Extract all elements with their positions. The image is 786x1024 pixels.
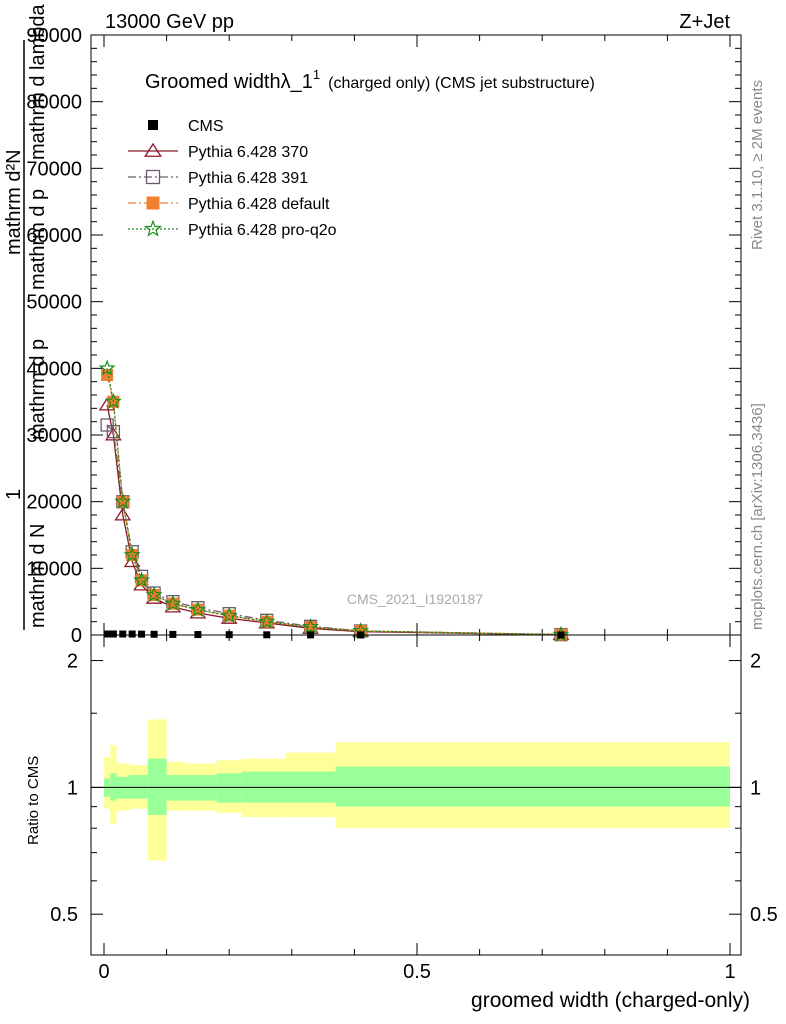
series-cms [103, 630, 565, 639]
chart-title-suffix: (charged only) (CMS jet substructure) [328, 75, 595, 92]
legend: CMS Pythia 6.428 370 Pythia 6.428 391 Pythi… [128, 118, 337, 239]
legend-marker [144, 142, 162, 157]
main-ytick-label: 80000 [26, 92, 82, 114]
data-point [104, 392, 122, 409]
ratio-ylabel: Ratio to CMS [25, 756, 42, 845]
header-energy: 13000 GeV pp [105, 11, 234, 33]
ratio-bands [91, 719, 741, 861]
chart-title-sup: 1 [313, 67, 320, 82]
data-point [133, 571, 151, 588]
data-point [98, 359, 116, 376]
ratio-xtick-label: 0 [98, 961, 109, 983]
ylabel-denominator-3: mathrm d p [27, 189, 49, 290]
watermark: CMS_2021_I1920187 [347, 591, 483, 607]
ratio-band-inner [129, 774, 148, 799]
chart-title-main: Groomed width [145, 71, 281, 93]
ratio-ytick-label-right: 1 [750, 777, 761, 799]
ratio-ytick-label-right: 2 [750, 651, 761, 673]
chart-title-symbol: λ_1 [281, 71, 313, 93]
legend-marker [148, 120, 158, 130]
data-point [106, 425, 121, 439]
main-ytick-label: 50000 [26, 292, 82, 314]
legend-label: CMS [188, 118, 224, 135]
data-point [123, 546, 141, 563]
legend-marker [145, 169, 161, 185]
ratio-ytick-label: 2 [67, 651, 78, 673]
ratio-band-inner [385, 766, 730, 807]
legend-marker [146, 196, 160, 210]
data-point [220, 606, 238, 623]
ylabel-denominator-4: mathrm d lambda [27, 4, 49, 160]
main-ytick-label: 40000 [26, 358, 82, 380]
ratio-ytick-label-right: 0.5 [750, 904, 778, 926]
data-point [164, 594, 182, 611]
main-panel: 0 10000 20000 30000 40000 50000 60000 70000 8000… [26, 25, 742, 647]
ratio-band-inner [216, 773, 242, 803]
legend-label: Pythia 6.428 370 [188, 144, 308, 161]
ratio-band-inner [335, 766, 386, 807]
ratio-panel: 0.5 0.5 1 1 2 2 0 0.5 1 Ratio to CMS groomed wid… [25, 634, 778, 1012]
ylabel-numerator: mathrm d²N [3, 149, 25, 255]
rivet-version-label: Rivet 3.1.10, ≥ 2M events [749, 80, 766, 250]
ratio-xtick-label: 1 [724, 961, 735, 983]
header-process: Z+Jet [679, 11, 730, 33]
ratio-xtick-label: 0.5 [403, 961, 431, 983]
ratio-axis-ticks: 0.5 0.5 1 1 2 2 0 0.5 1 [50, 635, 778, 983]
legend-label: Pythia 6.428 default [188, 196, 330, 213]
data-point [109, 630, 117, 638]
ratio-ytick-label: 1 [67, 777, 78, 799]
main-ytick-label: 20000 [26, 492, 82, 514]
data-point [128, 630, 136, 638]
ratio-band-inner [147, 758, 167, 815]
data-point [103, 630, 111, 638]
legend-marker [143, 219, 163, 237]
data-point [145, 586, 163, 603]
series-line [106, 368, 562, 636]
data-point [119, 630, 127, 638]
x-axis-label: groomed width (charged-only) [471, 989, 750, 1012]
chart-title: Groomed widthλ_11 (charged only) (CMS jet… [145, 67, 595, 93]
main-axis-ticks: 0 10000 20000 30000 40000 50000 60000 70000 8000… [26, 25, 741, 647]
data-point [150, 630, 158, 638]
data-point [114, 507, 132, 521]
mcplots-label: mcplots.cern.ch [arXiv:1306.3436] [749, 403, 766, 630]
ylabel-denominator-1: mathrm d N [27, 524, 49, 628]
data-point [302, 618, 320, 635]
ratio-ytick-label: 0.5 [50, 904, 78, 926]
main-ytick-label: 30000 [26, 425, 82, 447]
data-point [114, 492, 132, 509]
main-ytick-label: 70000 [26, 158, 82, 180]
main-ylabel: 1 mathrm d N mathrm d p mathrm d²N mathr… [3, 4, 49, 630]
data-point [169, 630, 177, 638]
ratio-frame [90, 634, 742, 956]
main-ytick-label: 0 [71, 625, 82, 647]
main-series-group [98, 359, 570, 642]
data-point [189, 600, 207, 617]
ylabel-one: 1 [3, 489, 25, 500]
legend-label: Pythia 6.428 pro-q2o [188, 222, 337, 239]
legend-label: Pythia 6.428 391 [188, 170, 308, 187]
data-point [138, 630, 146, 638]
main-ytick-label: 60000 [26, 225, 82, 247]
ylabel-denominator-2: mathrm d p [27, 339, 49, 440]
main-ytick-label: 10000 [26, 558, 82, 580]
main-ytick-label: 90000 [26, 25, 82, 47]
series-pythia-6-428-pro-q2o [98, 359, 570, 642]
data-point [258, 612, 276, 629]
